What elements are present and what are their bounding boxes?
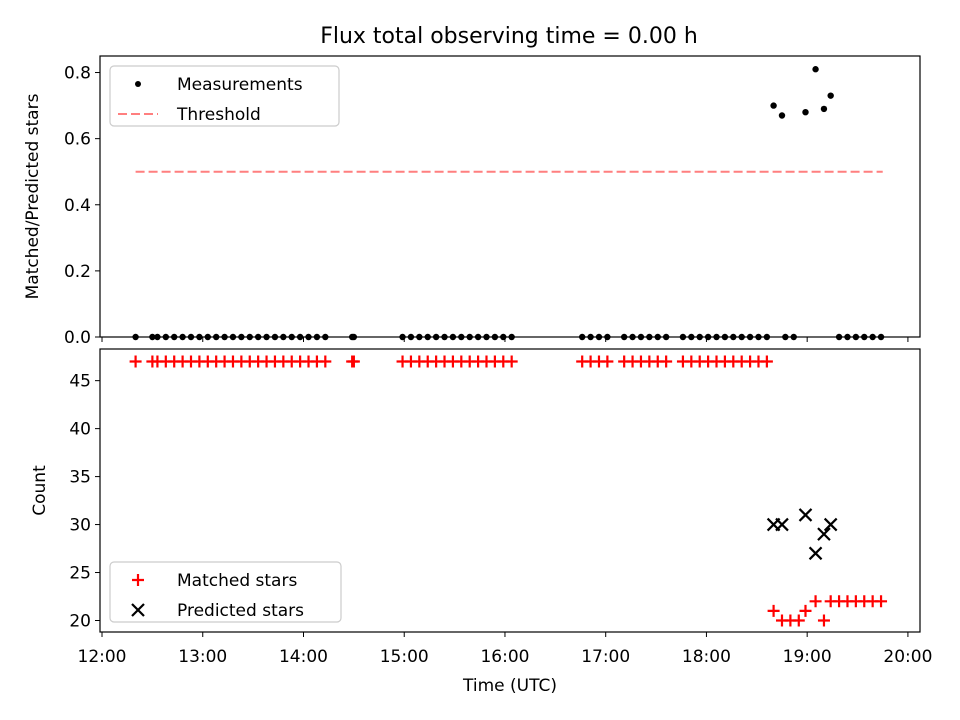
- x-tick-label: 20:00: [883, 647, 932, 667]
- measurement-point: [812, 66, 819, 73]
- matched-star-point: [129, 355, 142, 368]
- x-tick-label: 15:00: [380, 647, 429, 667]
- measurement-point: [820, 105, 828, 113]
- matched-star-point: [660, 355, 673, 368]
- x-tick-label: 13:00: [178, 647, 227, 667]
- y-tick-label: 0.8: [64, 64, 91, 84]
- legend-box: [109, 65, 340, 127]
- predicted-star-point: [817, 527, 831, 541]
- predicted-star-point: [775, 517, 789, 532]
- y-tick-label: 0.4: [64, 196, 91, 216]
- axes-frame: [99, 55, 921, 338]
- legend-box: [109, 561, 342, 623]
- x-tick-label: 14:00: [279, 647, 328, 667]
- matched-star-point: [767, 604, 780, 617]
- legend-marker: [135, 81, 141, 87]
- x-tick-label: 12:00: [78, 647, 127, 667]
- x-tick-label: 16:00: [480, 647, 529, 667]
- y-tick-label: 45: [69, 372, 91, 392]
- matched-star-point: [817, 614, 830, 627]
- matched-star-point: [875, 595, 888, 608]
- predicted-star-point: [798, 508, 813, 522]
- matched-star-point: [319, 355, 332, 368]
- predicted-star-point: [808, 546, 823, 561]
- y-tick-label: 35: [69, 468, 91, 488]
- y-tick-label: 40: [69, 420, 91, 440]
- legend-marker: [131, 603, 145, 617]
- measurement-point: [778, 112, 786, 119]
- legend-marker: [132, 574, 144, 586]
- matched-star-point: [809, 595, 822, 608]
- y-axis-label: Matched/Predicted stars: [23, 93, 43, 299]
- y-tick-label: 0.0: [64, 328, 91, 348]
- legend-label: Predicted stars: [177, 601, 304, 621]
- axes-frame: [99, 348, 921, 633]
- matched-star-point: [505, 355, 518, 368]
- y-tick-label: 30: [69, 516, 91, 536]
- y-axis-label: Count: [30, 465, 50, 516]
- top-panel: 0.0 0.2 0.4 0.6 0.8 Matched/Predicted stars Me…: [23, 55, 921, 348]
- matched-star-point: [601, 355, 614, 368]
- measurement-point: [770, 102, 777, 109]
- figure-title: Flux total observing time = 0.00 h: [320, 24, 698, 49]
- x-tick-label: 19:00: [783, 647, 832, 667]
- x-tick-label: 17:00: [581, 647, 630, 667]
- matched-star-point: [347, 355, 360, 368]
- y-tick-label: 20: [69, 611, 91, 631]
- y-tick-label: 25: [69, 564, 91, 584]
- measurement-point: [802, 109, 809, 116]
- x-axis-label: Time (UTC): [462, 676, 557, 696]
- x-tick-label: 18:00: [682, 647, 731, 667]
- y-tick-label: 0.6: [64, 130, 91, 150]
- legend-label: Threshold: [176, 105, 261, 125]
- legend-label: Measurements: [177, 75, 303, 95]
- measurement-point: [827, 92, 834, 99]
- y-tick-label: 0.2: [64, 262, 91, 282]
- matched-star-point: [799, 604, 812, 617]
- matched-star-point: [760, 355, 773, 368]
- legend-label: Matched stars: [177, 571, 297, 591]
- matched-star-point: [792, 614, 805, 627]
- predicted-star-point: [823, 517, 838, 532]
- bottom-panel: 20 25 30 35 40 45 12:00 13:00 14:00 15:00 16:00 17:…: [30, 348, 932, 696]
